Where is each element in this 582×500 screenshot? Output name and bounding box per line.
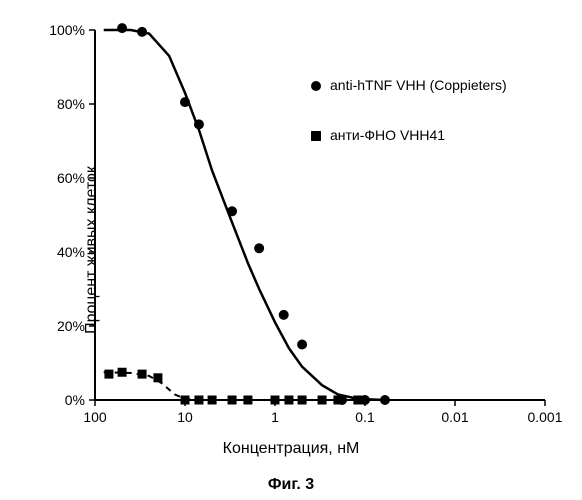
marker-circle — [117, 23, 127, 33]
marker-circle — [137, 27, 147, 37]
marker-circle — [194, 119, 204, 129]
marker-square — [208, 396, 217, 405]
marker-square — [243, 396, 252, 405]
marker-square — [298, 396, 307, 405]
chart-container: 0% 20% 40% 60% 80% 100% 100 10 1 0.1 0.01 0.001 anti… — [0, 0, 582, 500]
marker-square — [228, 396, 237, 405]
x-tick-label: 1 — [271, 409, 279, 425]
marker-square — [118, 368, 127, 377]
marker-square — [194, 396, 203, 405]
y-tick-label: 80% — [57, 96, 85, 112]
legend-marker-square — [311, 131, 321, 141]
y-tick-label: 20% — [57, 318, 85, 334]
marker-square — [318, 396, 327, 405]
marker-circle — [297, 340, 307, 350]
marker-square — [284, 396, 293, 405]
y-tick-label: 100% — [49, 22, 85, 38]
x-tick-label: 100 — [83, 409, 107, 425]
y-tick-label: 60% — [57, 170, 85, 186]
legend-marker-circle — [311, 81, 321, 91]
y-tick-label: 0% — [65, 392, 85, 408]
marker-circle — [254, 243, 264, 253]
marker-square — [333, 396, 342, 405]
marker-circle — [380, 395, 390, 405]
y-axis-label: Процент живых клеток — [83, 166, 101, 334]
marker-circle — [279, 310, 289, 320]
x-tick-label: 0.1 — [355, 409, 375, 425]
marker-square — [138, 370, 147, 379]
marker-circle — [227, 206, 237, 216]
x-axis-label: Концентрация, нМ — [0, 440, 582, 458]
x-tick-label: 10 — [177, 409, 193, 425]
marker-square — [353, 396, 362, 405]
marker-square — [153, 373, 162, 382]
legend-label: анти-ФНО VHH41 — [330, 127, 445, 143]
marker-square — [181, 396, 190, 405]
marker-square — [104, 370, 113, 379]
figure-caption: Фиг. 3 — [0, 476, 582, 494]
x-tick-label: 0.01 — [441, 409, 468, 425]
legend-label: anti-hTNF VHH (Coppieters) — [330, 77, 507, 93]
marker-square — [271, 396, 280, 405]
y-tick-label: 40% — [57, 244, 85, 260]
marker-circle — [180, 97, 190, 107]
x-tick-label: 0.001 — [527, 409, 562, 425]
